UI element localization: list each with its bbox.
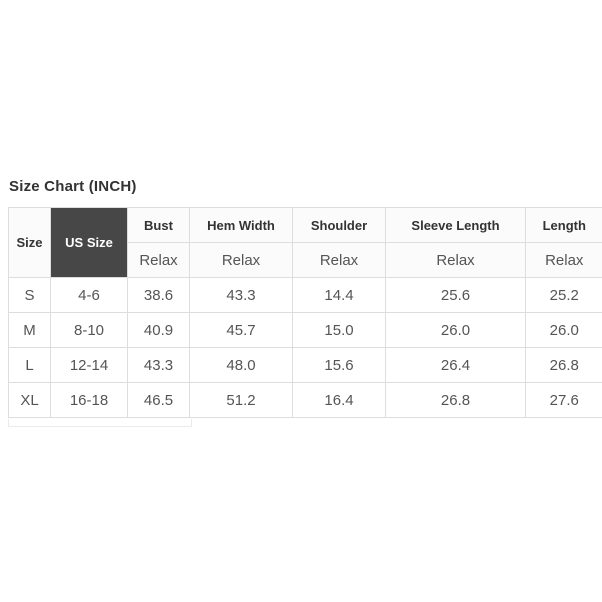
- fit-cell-sleeve-length: Relax: [385, 242, 526, 278]
- table-row-xl: XL 16-18 46.5 51.2 16.4 26.8 27.6: [8, 382, 602, 418]
- column-header-size: Size: [8, 207, 51, 278]
- clipped-next-row-border: [8, 419, 192, 427]
- us-size-cell: 16-18: [50, 382, 128, 418]
- column-header-us-size: US Size: [50, 207, 128, 278]
- column-header-hem-width: Hem Width: [189, 207, 293, 243]
- measurement-cell: 15.6: [292, 347, 386, 383]
- size-cell: M: [8, 312, 51, 348]
- us-size-cell: 12-14: [50, 347, 128, 383]
- measurement-cell: 40.9: [127, 312, 190, 348]
- size-cell: XL: [8, 382, 51, 418]
- column-header-length: Length: [525, 207, 602, 243]
- us-size-cell: 8-10: [50, 312, 128, 348]
- measurement-cell: 26.8: [525, 347, 602, 383]
- measurement-cell: 26.4: [385, 347, 526, 383]
- size-chart-title: Size Chart (INCH): [9, 178, 137, 195]
- measurement-cell: 15.0: [292, 312, 386, 348]
- measurement-cell: 26.8: [385, 382, 526, 418]
- header-row-labels: Size US Size Bust Hem Width Shoulder Sle…: [8, 207, 602, 278]
- header-row-fit: Relax Relax Relax Relax Relax: [9, 242, 602, 278]
- measurement-cell: 16.4: [292, 382, 386, 418]
- size-chart-table: Size US Size Bust Hem Width Shoulder Sle…: [8, 207, 602, 418]
- measurement-cell: 38.6: [127, 277, 190, 313]
- fit-cell-length: Relax: [525, 242, 602, 278]
- measurement-cell: 14.4: [292, 277, 386, 313]
- measurement-cell: 45.7: [189, 312, 293, 348]
- measurement-cell: 26.0: [385, 312, 526, 348]
- table-row-s: S 4-6 38.6 43.3 14.4 25.6 25.2: [8, 277, 602, 313]
- measurement-cell: 48.0: [189, 347, 293, 383]
- measurement-cell: 51.2: [189, 382, 293, 418]
- measurement-cell: 26.0: [525, 312, 602, 348]
- column-header-shoulder: Shoulder: [292, 207, 386, 243]
- column-header-sleeve-length: Sleeve Length: [385, 207, 526, 243]
- size-cell: L: [8, 347, 51, 383]
- measurement-cell: 25.6: [385, 277, 526, 313]
- fit-cell-shoulder: Relax: [292, 242, 386, 278]
- fit-cell-bust: Relax: [127, 242, 190, 278]
- us-size-cell: 4-6: [50, 277, 128, 313]
- table-row-l: L 12-14 43.3 48.0 15.6 26.4 26.8: [8, 347, 602, 383]
- table-row-m: M 8-10 40.9 45.7 15.0 26.0 26.0: [8, 312, 602, 348]
- measurement-cell: 27.6: [525, 382, 602, 418]
- measurement-cell: 25.2: [525, 277, 602, 313]
- size-cell: S: [8, 277, 51, 313]
- measurement-cell: 46.5: [127, 382, 190, 418]
- measurement-cell: 43.3: [189, 277, 293, 313]
- column-header-bust: Bust: [127, 207, 190, 243]
- fit-cell-hem-width: Relax: [189, 242, 293, 278]
- measurement-cell: 43.3: [127, 347, 190, 383]
